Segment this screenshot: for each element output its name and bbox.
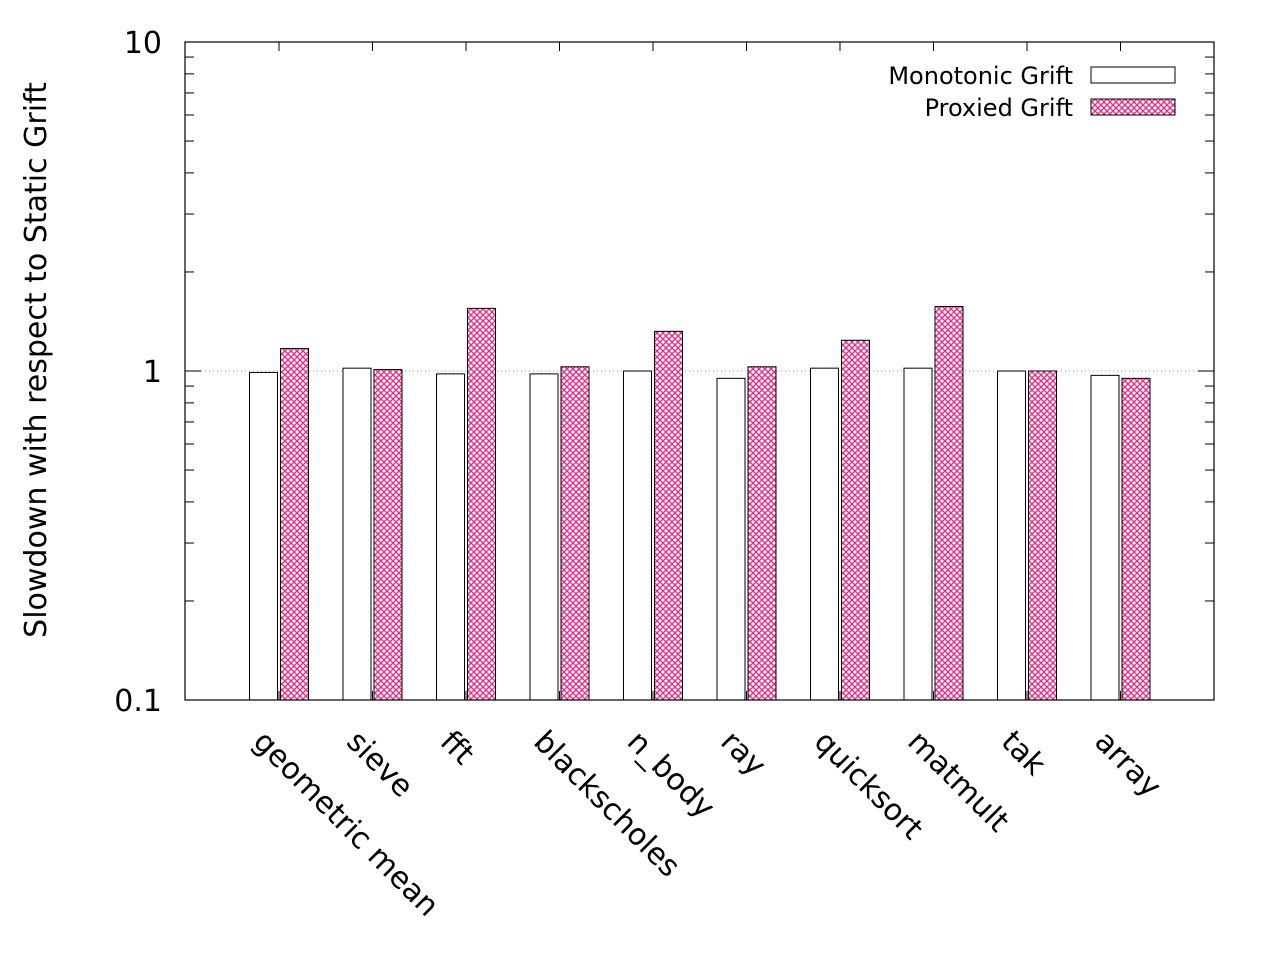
bar-monotonic-blackscholes	[529, 373, 559, 701]
legend-label: Monotonic Grift	[888, 62, 1073, 90]
axis-ticks	[185, 41, 1214, 701]
bar-proxied-blackscholes	[560, 366, 590, 701]
x-category-label: ray	[714, 724, 773, 783]
bar-monotonic-sieve	[342, 367, 372, 701]
x-category-label: array	[1088, 724, 1168, 804]
bar-proxied-matmult	[934, 306, 964, 701]
y-tick-label: 10	[124, 26, 162, 61]
x-category-label: fft	[433, 724, 481, 772]
bar-proxied-array	[1121, 377, 1151, 701]
bar-proxied-geometric-mean	[280, 348, 309, 701]
y-axis-label: Slowdown with respect to Static Grift	[19, 82, 54, 638]
y-tick-label: 1	[143, 355, 162, 390]
bar-proxied-ray	[747, 366, 777, 701]
bar-monotonic-fft	[436, 373, 465, 701]
plot-frame	[184, 41, 1215, 701]
legend-label: Proxied Grift	[925, 94, 1073, 122]
bar-proxied-n_body	[654, 330, 683, 701]
x-category-label: tak	[994, 724, 1053, 783]
legend: Monotonic Grift Proxied Grift	[888, 62, 1176, 122]
bar-monotonic-tak	[997, 370, 1026, 701]
legend-swatch	[1090, 66, 1176, 84]
bar-monotonic-matmult	[903, 367, 933, 701]
x-category-label: sieve	[340, 724, 420, 804]
bar-proxied-fft	[467, 307, 496, 701]
bar-monotonic-ray	[716, 377, 746, 701]
bar-monotonic-quicksort	[810, 367, 839, 701]
bar-monotonic-array	[1090, 374, 1120, 701]
legend-swatch	[1090, 98, 1176, 116]
bar-monotonic-n_body	[623, 370, 652, 701]
bar-proxied-quicksort	[841, 339, 870, 701]
bars	[249, 306, 1151, 701]
bar-proxied-tak	[1028, 370, 1057, 701]
y-tick-labels: 0.1 1 10	[114, 26, 162, 719]
y-tick-label: 0.1	[114, 684, 162, 719]
bar-proxied-sieve	[373, 369, 403, 701]
bar-monotonic-geometric-mean	[249, 371, 278, 701]
